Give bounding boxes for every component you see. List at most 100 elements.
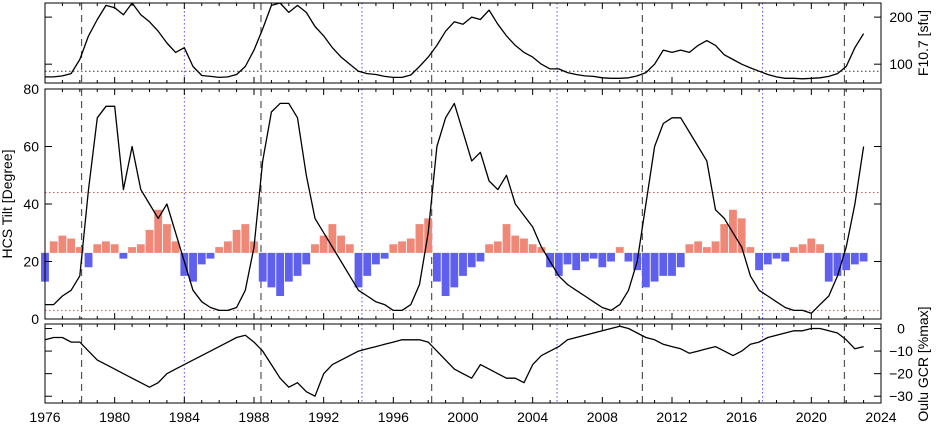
data-series (44, 2, 865, 397)
tilt-bar-negative (572, 252, 581, 271)
tilt-bar-negative (302, 252, 311, 265)
tilt-bar-negative (641, 252, 650, 288)
axis-labels: 100 200 F10.7 [sfu] 0 20 40 60 80 HCS Tilt [Degr… (0, 9, 931, 425)
tilt-bar-negative (668, 252, 676, 276)
tilt-bar-positive (702, 247, 711, 253)
tilt-bar-positive (398, 241, 406, 253)
tilt-bar-negative (850, 252, 859, 265)
tilt-deviation-bars (41, 209, 868, 296)
tilt-bar-negative (755, 252, 764, 271)
x-tick-label: 1992 (308, 409, 339, 425)
tilt-bar-negative (546, 252, 555, 268)
tilt-bar-negative (824, 252, 833, 282)
series-line-panel-2 (45, 102, 865, 314)
tilt-bar-positive (241, 224, 250, 253)
tilt-bar-positive (406, 238, 415, 253)
tilt-bar-negative (781, 252, 790, 262)
tilt-bar-positive (520, 238, 528, 253)
tilt-bar-negative (659, 252, 668, 276)
x-tick-label: 1984 (169, 409, 200, 425)
tilt-bar-negative (450, 252, 459, 288)
y-tick-label: 20 (23, 254, 39, 270)
tilt-bar-negative (842, 252, 851, 271)
tilt-bar-positive (337, 235, 346, 253)
y-tick-label: −20 (889, 366, 913, 382)
y-tick-label: 60 (23, 139, 39, 155)
tilt-bar-negative (380, 252, 389, 259)
tilt-bar-negative (554, 252, 563, 276)
series-line-panel-3 (44, 325, 864, 397)
tilt-bar-positive (345, 244, 354, 253)
y-axis-title-panel-1: F10.7 [sfu] (915, 10, 931, 76)
tilt-bar-negative (589, 252, 598, 259)
x-tick-label: 2020 (796, 409, 827, 425)
x-tick-label: 2000 (447, 409, 478, 425)
y-tick-label: 100 (889, 56, 913, 72)
tilt-bar-negative (197, 252, 206, 265)
tilt-bar-negative (276, 252, 285, 296)
tilt-bar-negative (772, 252, 781, 259)
tilt-bar-negative (84, 252, 93, 268)
tilt-bar-negative (441, 252, 450, 296)
y-tick-label: 0 (897, 321, 905, 337)
tilt-bar-positive (415, 224, 424, 253)
x-tick-label: 2016 (726, 409, 757, 425)
tilt-bar-positive (711, 241, 720, 253)
tilt-bar-negative (833, 252, 842, 276)
tilt-bar-positive (615, 247, 624, 253)
tilt-bar-positive (807, 238, 816, 253)
axis-ticks (44, 3, 882, 403)
tilt-bar-positive (737, 218, 746, 253)
y-tick-label: 80 (23, 81, 39, 97)
tilt-bar-positive (528, 244, 537, 253)
x-tick-label: 1996 (378, 409, 409, 425)
tilt-bar-positive (720, 224, 729, 253)
tilt-bar-positive (685, 244, 694, 253)
tilt-bar-negative (371, 252, 380, 265)
x-tick-label: 1976 (29, 409, 60, 425)
reference-lines (45, 3, 881, 403)
x-tick-label: 2012 (656, 409, 687, 425)
tilt-bar-positive (511, 235, 520, 253)
tilt-bar-positive (171, 241, 180, 253)
tilt-bar-positive (58, 235, 67, 253)
x-tick-label: 2004 (517, 409, 548, 425)
tilt-bar-negative (650, 252, 659, 282)
tilt-bar-negative (363, 252, 372, 276)
tilt-bar-negative (354, 252, 363, 288)
x-tick-label: 2024 (865, 409, 896, 425)
tilt-bar-negative (206, 252, 215, 259)
tilt-bar-positive (232, 229, 241, 253)
panel-frame-3 (44, 323, 882, 404)
tilt-bar-positive (798, 244, 807, 253)
tilt-bar-positive (328, 224, 337, 253)
tilt-bar-positive (49, 241, 58, 253)
tilt-bar-negative (563, 252, 572, 265)
tilt-bar-positive (485, 244, 494, 253)
tilt-bar-positive (145, 229, 154, 253)
tilt-bar-negative (676, 252, 685, 268)
tilt-bar-positive (319, 235, 328, 253)
tilt-bar-negative (476, 252, 485, 262)
tilt-bar-negative (459, 252, 467, 276)
tilt-bar-positive (789, 247, 798, 253)
tilt-bar-positive (537, 247, 546, 253)
tilt-bar-positive (493, 241, 502, 253)
y-tick-label: 200 (889, 9, 913, 25)
y-tick-label: 0 (31, 311, 39, 327)
tilt-bar-negative (258, 252, 267, 282)
tilt-bar-negative (119, 252, 128, 259)
tilt-bar-positive (746, 247, 755, 253)
y-tick-label: 40 (23, 196, 39, 212)
tilt-bar-negative (763, 252, 772, 265)
tilt-bar-positive (75, 247, 84, 253)
tilt-bar-negative (624, 252, 633, 262)
tilt-bar-negative (189, 252, 197, 282)
y-tick-label: −30 (889, 388, 913, 404)
tilt-bar-positive (215, 247, 224, 253)
tilt-bar-positive (502, 224, 511, 253)
tilt-bar-positive (694, 241, 703, 253)
tilt-bar-negative (180, 252, 189, 276)
